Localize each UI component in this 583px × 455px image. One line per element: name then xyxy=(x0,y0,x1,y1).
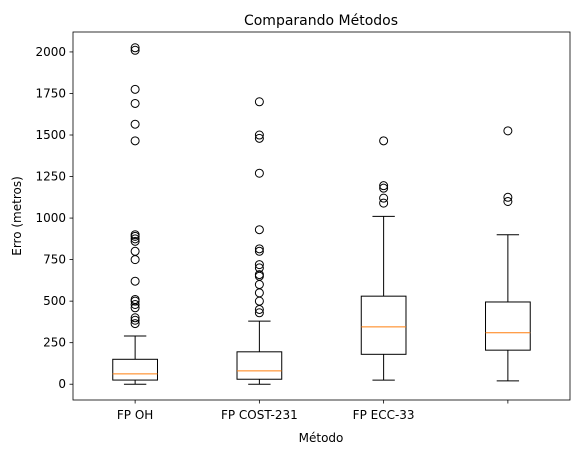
iqr-box xyxy=(360,295,407,355)
outlier-point xyxy=(254,308,264,318)
y-tick-label: 2000 xyxy=(35,45,66,59)
outlier-point xyxy=(130,234,140,244)
y-tick-label: 1000 xyxy=(35,211,66,225)
chart-title: Comparando Métodos xyxy=(244,13,398,29)
y-axis-label: Erro (metros) xyxy=(10,176,24,256)
outlier-point xyxy=(130,84,140,94)
outlier-point xyxy=(130,98,140,108)
y-tick-label: 0 xyxy=(58,377,66,391)
plot-area xyxy=(72,31,571,401)
y-tick-label: 750 xyxy=(43,253,66,267)
outlier-point xyxy=(130,230,140,240)
outlier-point xyxy=(130,136,140,146)
outlier-point xyxy=(254,130,264,140)
y-tick-label: 1250 xyxy=(35,170,66,184)
y-tick-label: 1750 xyxy=(35,86,66,100)
box-group xyxy=(485,126,531,382)
outlier-point xyxy=(503,126,513,136)
iqr-box xyxy=(485,301,531,351)
outlier-point xyxy=(254,263,264,273)
outlier-point xyxy=(130,119,140,129)
outlier-point xyxy=(379,193,389,203)
y-tick-label: 250 xyxy=(43,336,66,350)
outlier-point xyxy=(254,246,264,256)
outlier-point xyxy=(379,198,389,208)
outlier-point xyxy=(379,181,389,191)
outlier-point xyxy=(130,246,140,256)
outlier-point xyxy=(130,299,140,309)
outlier-point xyxy=(130,315,140,325)
outlier-point xyxy=(130,45,140,55)
outlier-point xyxy=(130,43,140,53)
outlier-point xyxy=(254,133,264,143)
y-tick-label: 500 xyxy=(43,294,66,308)
outlier-point xyxy=(254,97,264,107)
y-axis: 0 250 500 750 1000 1250 1500 1750 2000 xyxy=(35,45,73,391)
outlier-point xyxy=(254,244,264,254)
outlier-point xyxy=(130,276,140,286)
x-tick-label: FP COST-231 xyxy=(221,408,298,422)
x-axis-label: Método xyxy=(299,431,344,445)
outlier-point xyxy=(130,236,140,246)
outlier-point xyxy=(379,183,389,193)
outlier-point xyxy=(130,294,140,304)
outlier-point xyxy=(503,196,513,206)
outlier-point xyxy=(254,270,264,280)
outlier-point xyxy=(254,260,264,270)
outlier-point xyxy=(130,313,140,323)
box-group xyxy=(360,136,407,381)
iqr-box xyxy=(112,358,158,381)
box-group xyxy=(236,97,283,385)
outlier-point xyxy=(130,319,140,329)
outlier-point xyxy=(254,225,264,235)
outlier-point xyxy=(503,192,513,202)
y-tick-label: 1500 xyxy=(35,128,66,142)
box-group xyxy=(112,43,158,385)
x-axis: FP OH FP COST-231 FP ECC-33 xyxy=(117,400,509,422)
iqr-box xyxy=(236,351,283,380)
outlier-point xyxy=(379,136,389,146)
box-series xyxy=(112,43,531,385)
x-tick-label: FP ECC-33 xyxy=(353,408,415,422)
outlier-point xyxy=(254,168,264,178)
x-tick-label: FP OH xyxy=(117,408,153,422)
